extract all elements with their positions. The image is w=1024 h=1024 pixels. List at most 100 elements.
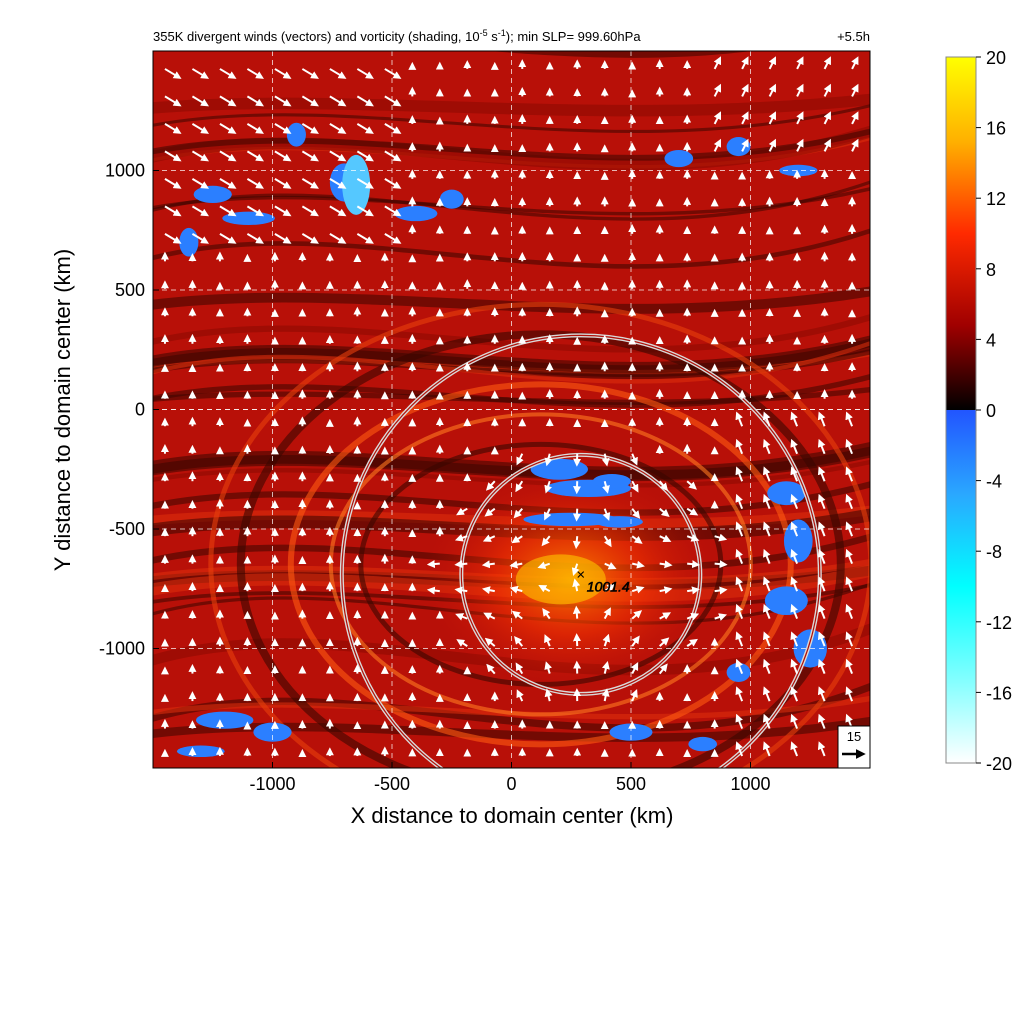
negative-vorticity-patch [394,205,438,222]
wind-vector [631,508,641,519]
wind-vector [164,178,182,189]
y-tick-label: 0 [135,400,145,420]
wind-vector [164,68,182,79]
wind-vector [329,178,347,189]
wind-vector [817,576,826,592]
wind-vector [845,686,854,702]
wind-vector [301,205,319,217]
x-tick-label: 1000 [730,774,770,794]
wind-vector [482,534,496,542]
wind-vector [384,178,402,189]
wind-vector [301,68,319,79]
wind-vector [630,689,638,702]
wind-vector [823,83,831,97]
negative-vorticity-patch [196,711,254,729]
wind-vector [631,535,643,544]
wind-vector [735,411,744,427]
wind-vector [481,560,495,569]
wind-vector [572,508,581,522]
wind-vector [630,453,638,466]
wind-vector [601,688,610,702]
plot-area [153,51,870,768]
wind-vector [483,612,496,620]
wind-vector [735,521,744,537]
colorbar-tick-label: 16 [986,119,1006,139]
vorticity-swirl [236,330,845,768]
wind-vector [274,123,292,134]
wind-vector [544,661,553,674]
colorbar-tick-label: -20 [986,754,1012,774]
x-axis-label: X distance to domain center (km) [351,803,674,828]
vorticity-swirl [287,381,794,748]
radius-ring-inner [341,334,821,768]
wind-vector [735,741,744,757]
negative-vorticity-patch [253,722,292,742]
wind-vector [790,576,799,592]
wind-vector [686,613,700,621]
wind-vector [455,613,468,621]
wind-vector [823,111,831,125]
wind-vector [686,638,698,647]
wind-vector [658,480,669,492]
colorbar-tick-label: 12 [986,189,1006,209]
wind-vector [687,560,701,569]
wind-vector [246,68,264,79]
wind-vector [735,493,744,510]
wind-vector [274,205,292,217]
wind-vector [572,605,581,619]
negative-vorticity-patch [286,122,306,147]
wind-vector [516,689,524,702]
negative-vorticity-patch [439,189,464,209]
wind-vector [762,411,771,427]
wind-vector [631,610,643,620]
wind-vector [845,438,854,455]
wind-vector [514,636,524,647]
wind-vector [191,95,210,107]
wind-vector [454,560,468,569]
wind-vector [602,508,611,521]
wind-vector [735,686,744,702]
wind-vector [735,466,744,482]
wind-vector [537,561,551,570]
colorbar-tick-label: -12 [986,613,1012,633]
colorbar-ticks: 20 16 12 8 4 0 -4 -8 -12 -16 -20 [976,48,1012,774]
wind-vector [219,150,237,162]
wind-vector [511,610,523,620]
wind-vector [823,138,831,152]
wind-vector [509,585,523,594]
wind-vector [659,534,672,542]
wind-vector [817,686,826,702]
wind-vector [219,232,237,244]
wind-vector [851,83,859,97]
wind-vector [713,56,721,70]
wind-vector [790,658,799,674]
wind-vector [845,493,854,510]
wind-vector [851,56,859,70]
wind-vector [790,741,799,757]
wind-vector [790,713,799,729]
wind-vector [741,138,749,152]
wind-vector [356,205,374,217]
wind-vector [851,138,859,152]
colorbar-tick-label: 8 [986,260,996,280]
wind-vector [713,111,721,125]
wind-vector [790,438,799,455]
wind-vector [790,548,799,565]
wind-vector [845,576,854,592]
wind-vector [768,138,776,152]
wind-vector [796,56,804,70]
wind-vector [246,232,264,244]
wind-vector [762,493,771,510]
wind-vector [572,536,581,550]
wind-vector [543,508,552,521]
wind-vector [768,111,776,125]
center-x-symbol: × [576,566,585,583]
wind-vector [191,232,210,244]
wind-vector [790,493,799,510]
x-tick-label: 500 [616,774,646,794]
wind-vector [790,631,799,647]
wind-vector [762,548,771,565]
wind-vector [762,658,771,674]
wind-vector [817,713,826,729]
